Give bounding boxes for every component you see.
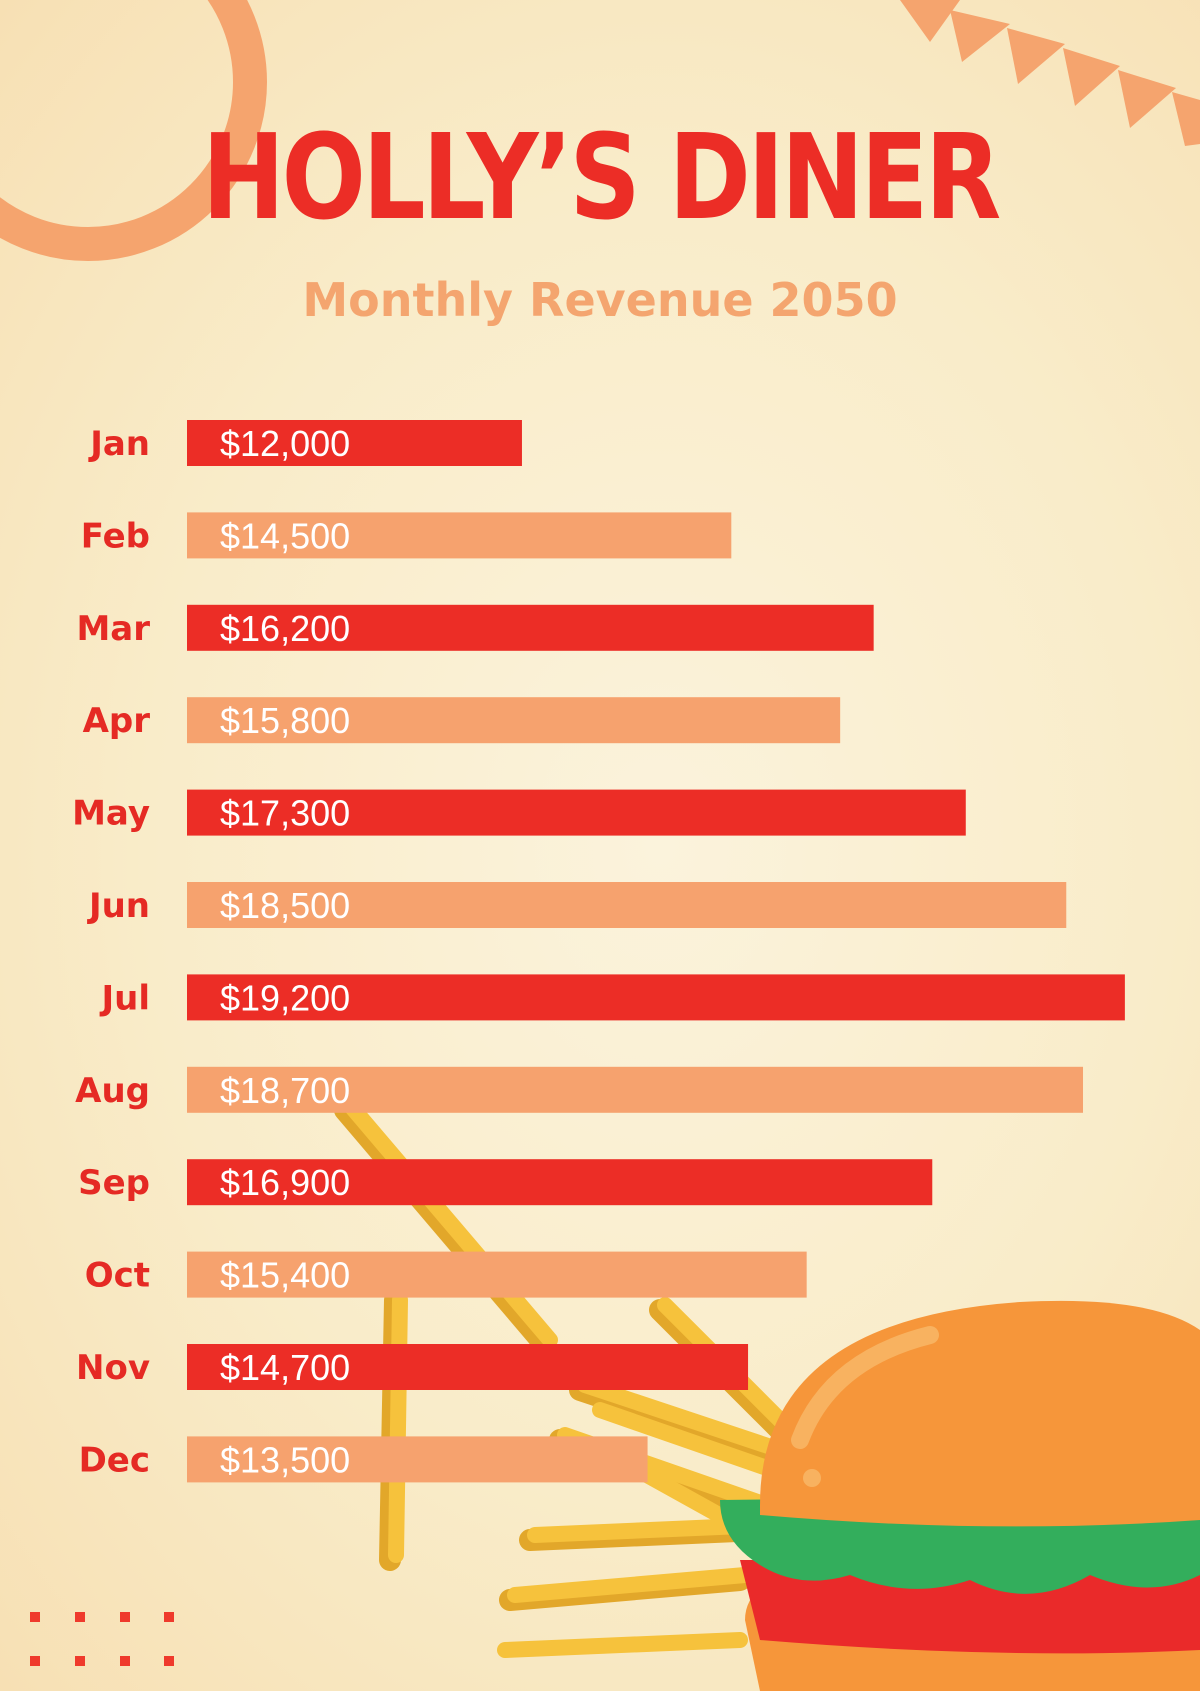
value-label-sep: $16,900 [220, 1162, 350, 1203]
value-label-jul: $19,200 [220, 977, 350, 1018]
value-label-feb: $14,500 [220, 515, 350, 556]
bar-feb [187, 512, 732, 559]
value-label-dec: $13,500 [220, 1439, 350, 1480]
bar-may [187, 789, 966, 836]
bar-aug [187, 1066, 1084, 1113]
page-title: HOLLY’S DINER [202, 108, 1001, 246]
bar-jun [187, 882, 1067, 928]
value-label-jun: $18,500 [220, 885, 350, 926]
value-label-nov: $14,700 [220, 1347, 350, 1388]
value-label-apr: $15,800 [220, 700, 350, 741]
month-label-dec: Dec [79, 1440, 150, 1480]
month-label-feb: Feb [81, 516, 150, 556]
bar-apr [187, 697, 841, 744]
month-label-may: May [72, 794, 150, 834]
page-subtitle: Monthly Revenue 2050 [302, 273, 898, 327]
bar-jul [187, 974, 1125, 1021]
value-label-mar: $16,200 [220, 608, 350, 649]
value-label-jan: $12,000 [220, 423, 350, 464]
bar-dec [187, 1436, 648, 1483]
month-label-mar: Mar [76, 609, 150, 649]
month-label-sep: Sep [78, 1163, 150, 1203]
month-label-nov: Nov [76, 1348, 150, 1388]
bar-mar [187, 604, 874, 651]
value-label-aug: $18,700 [220, 1070, 350, 1111]
bar-jan [187, 420, 522, 466]
month-label-jan: Jan [88, 424, 150, 464]
value-label-oct: $15,400 [220, 1255, 350, 1296]
month-label-aug: Aug [75, 1071, 150, 1111]
value-label-may: $17,300 [220, 793, 350, 834]
month-label-jul: Jul [99, 978, 150, 1018]
burger-icon [720, 1300, 1200, 1691]
month-label-oct: Oct [85, 1256, 150, 1296]
month-label-jun: Jun [87, 886, 150, 926]
french-fries-icon [334, 1097, 838, 1658]
month-label-apr: Apr [83, 701, 151, 741]
dot-grid-icon [30, 1612, 174, 1666]
bar-sep [187, 1159, 933, 1206]
ring-icon [0, 0, 267, 261]
bar-oct [187, 1251, 807, 1298]
bar-nov [187, 1344, 749, 1390]
bunting-flags-icon [900, 0, 1200, 146]
